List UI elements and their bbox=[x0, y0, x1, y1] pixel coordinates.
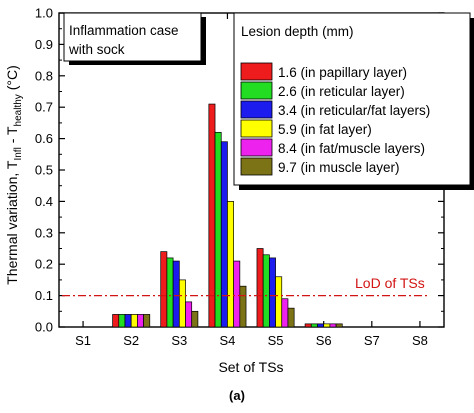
y-tick-label: 1.0 bbox=[35, 6, 53, 21]
x-tick-label: S5 bbox=[268, 333, 284, 348]
y-tick-label: 0.1 bbox=[35, 288, 53, 303]
bar bbox=[317, 323, 325, 328]
case-label-line2: with sock bbox=[68, 42, 125, 57]
y-axis-label: Thermal variation, TInfl - Thealthy (°C) bbox=[4, 65, 24, 285]
bar bbox=[112, 314, 120, 328]
legend: Lesion depth (mm) 1.6 (in papillary laye… bbox=[233, 12, 474, 190]
bar bbox=[227, 201, 234, 328]
bar bbox=[124, 314, 132, 328]
bar bbox=[304, 323, 312, 328]
y-label-main: Thermal variation, T bbox=[4, 160, 20, 285]
case-label: Inflammation case with sock bbox=[63, 12, 206, 65]
bar bbox=[191, 310, 199, 328]
y-tick-label: 0.3 bbox=[35, 225, 53, 240]
legend-label: 8.4 (in fat/muscle layers) bbox=[278, 141, 425, 156]
x-tick-label: S1 bbox=[75, 333, 91, 348]
bar bbox=[281, 298, 289, 328]
legend-label: 9.7 (in muscle layer) bbox=[278, 160, 400, 175]
legend-label: 5.9 (in fat layer) bbox=[278, 122, 372, 137]
y-label-mid: - T bbox=[4, 126, 20, 147]
x-tick-label: S8 bbox=[412, 333, 428, 348]
y-label-unit: (°C) bbox=[4, 65, 20, 94]
case-label-box bbox=[63, 12, 202, 62]
legend-label: 2.6 (in reticular layer) bbox=[278, 84, 405, 99]
bar bbox=[275, 276, 283, 328]
bar bbox=[323, 323, 331, 328]
bar bbox=[118, 314, 126, 328]
bar bbox=[214, 131, 222, 328]
bar bbox=[262, 254, 270, 328]
y-tick-label: 0.4 bbox=[35, 194, 53, 209]
legend-swatch bbox=[240, 138, 273, 157]
y-tick-label: 0.7 bbox=[35, 100, 53, 115]
x-axis-label: Set of TSs bbox=[218, 359, 283, 375]
y-axis: 0.0 0.1 0.2 0.3 0.4 0.5 0.6 0.7 0.8 0.9 1.0 bbox=[35, 6, 444, 335]
bar bbox=[166, 257, 174, 328]
bar bbox=[137, 314, 144, 328]
bar bbox=[220, 141, 228, 328]
legend-swatch bbox=[240, 62, 273, 81]
case-label-line1: Inflammation case bbox=[69, 23, 179, 38]
bar bbox=[256, 248, 264, 328]
bar bbox=[287, 307, 295, 328]
bar bbox=[160, 251, 168, 328]
bar bbox=[208, 103, 216, 328]
bars bbox=[112, 103, 343, 328]
bar bbox=[310, 323, 318, 328]
lod-label: LoD of TSs bbox=[355, 275, 425, 291]
y-tick-label: 0.5 bbox=[35, 163, 53, 178]
figure-caption: (a) bbox=[229, 388, 245, 403]
bar bbox=[172, 260, 180, 328]
x-axis: S1 S2 S3 S4 S5 S6 S7 S8 bbox=[75, 13, 428, 348]
x-tick-label: S2 bbox=[123, 333, 139, 348]
y-tick-label: 0.6 bbox=[35, 131, 53, 146]
y-tick-label: 0.0 bbox=[35, 320, 53, 335]
x-tick-label: S6 bbox=[316, 333, 332, 348]
bar bbox=[269, 257, 276, 328]
legend-swatch bbox=[240, 157, 273, 176]
legend-label: 1.6 (in papillary layer) bbox=[278, 65, 407, 80]
x-tick-label: S4 bbox=[219, 333, 235, 348]
bar bbox=[239, 285, 247, 328]
y-tick-label: 0.9 bbox=[35, 37, 53, 52]
x-tick-label: S7 bbox=[364, 333, 380, 348]
y-tick-label: 0.2 bbox=[35, 257, 53, 272]
bar bbox=[178, 279, 186, 328]
y-label-sub1: Infl bbox=[13, 147, 24, 160]
legend-swatch bbox=[240, 81, 273, 100]
bar bbox=[185, 301, 193, 328]
legend-swatch bbox=[240, 100, 273, 119]
bar bbox=[329, 323, 337, 328]
y-tick-label: 0.8 bbox=[35, 68, 53, 83]
x-tick-label: S3 bbox=[171, 333, 187, 348]
y-label-sub2: healthy bbox=[13, 94, 24, 126]
bar bbox=[143, 314, 151, 328]
bar bbox=[233, 260, 241, 328]
legend-box bbox=[233, 12, 471, 186]
bar bbox=[335, 323, 343, 328]
bar bbox=[130, 314, 138, 328]
legend-label: 3.4 (in reticular/fat layers) bbox=[278, 103, 430, 118]
legend-swatch bbox=[240, 119, 273, 138]
legend-title: Lesion depth (mm) bbox=[241, 24, 354, 39]
